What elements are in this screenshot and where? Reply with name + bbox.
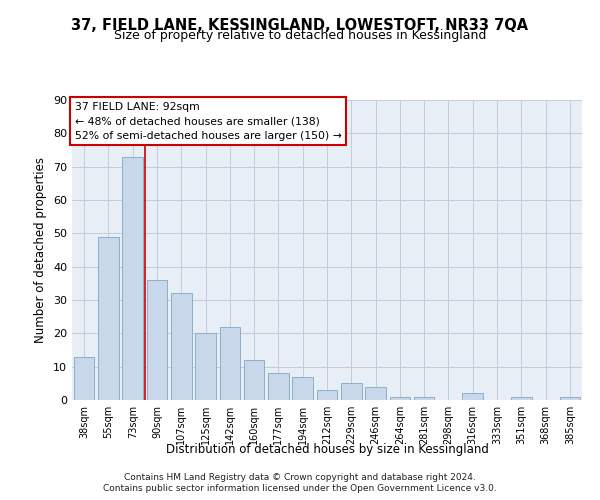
Text: Distribution of detached houses by size in Kessingland: Distribution of detached houses by size …	[166, 442, 488, 456]
Bar	[317, 390, 337, 400]
Text: 37, FIELD LANE, KESSINGLAND, LOWESTOFT, NR33 7QA: 37, FIELD LANE, KESSINGLAND, LOWESTOFT, …	[71, 18, 529, 32]
Bar	[171, 294, 191, 400]
Bar	[74, 356, 94, 400]
Bar	[365, 386, 386, 400]
Text: 37 FIELD LANE: 92sqm
← 48% of detached houses are smaller (138)
52% of semi-deta: 37 FIELD LANE: 92sqm ← 48% of detached h…	[74, 102, 341, 141]
Bar	[244, 360, 265, 400]
Text: Contains public sector information licensed under the Open Government Licence v3: Contains public sector information licen…	[103, 484, 497, 493]
Bar	[98, 236, 119, 400]
Y-axis label: Number of detached properties: Number of detached properties	[34, 157, 47, 343]
Bar	[414, 396, 434, 400]
Bar	[341, 384, 362, 400]
Bar	[560, 396, 580, 400]
Text: Size of property relative to detached houses in Kessingland: Size of property relative to detached ho…	[114, 29, 486, 42]
Bar	[122, 156, 143, 400]
Bar	[292, 376, 313, 400]
Bar	[463, 394, 483, 400]
Bar	[195, 334, 216, 400]
Bar	[220, 326, 240, 400]
Text: Contains HM Land Registry data © Crown copyright and database right 2024.: Contains HM Land Registry data © Crown c…	[124, 472, 476, 482]
Bar	[511, 396, 532, 400]
Bar	[146, 280, 167, 400]
Bar	[268, 374, 289, 400]
Bar	[389, 396, 410, 400]
